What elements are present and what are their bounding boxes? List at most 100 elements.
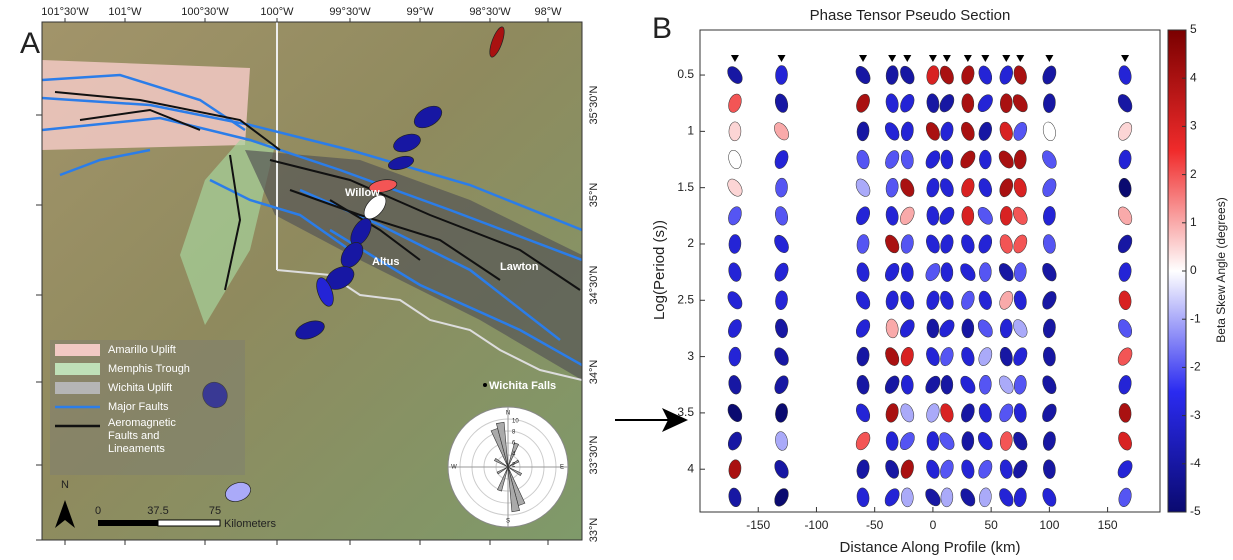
- colorbar-tick-label: 0: [1190, 263, 1197, 277]
- phase-tensor-ellipse: [774, 375, 789, 394]
- phase-tensor-ellipse: [940, 262, 954, 282]
- station-marker: [859, 55, 868, 62]
- phase-tensor-ellipse: [728, 346, 742, 367]
- phase-tensor-ellipse: [999, 318, 1013, 339]
- phase-tensor-ellipse: [940, 459, 954, 479]
- phase-tensor-ellipse: [1117, 460, 1133, 479]
- phase-tensor-ellipse: [961, 290, 975, 310]
- phase-tensor-ellipse: [999, 459, 1013, 479]
- x-tick-label: 50: [984, 518, 998, 532]
- phase-tensor-ellipse: [1042, 488, 1057, 507]
- phase-tensor-ellipse: [961, 121, 975, 141]
- phase-tensor-ellipse: [926, 403, 940, 423]
- phase-tensor-ellipse: [884, 122, 900, 141]
- phase-tensor-ellipse: [961, 403, 975, 423]
- phase-tensor-ellipse: [977, 94, 993, 113]
- colorbar-tick-label: -5: [1190, 504, 1201, 518]
- panel-label: B: [652, 12, 672, 45]
- rose-direction: S: [506, 519, 510, 525]
- place-label: Wichita Falls: [489, 380, 556, 392]
- rose-petal: [493, 457, 509, 468]
- phase-tensor-ellipse: [728, 375, 742, 395]
- phase-tensor-ellipse: [774, 234, 789, 253]
- phase-tensor-ellipse: [856, 403, 871, 423]
- rose-diagram: N E S W 10 8 6 4 2: [447, 406, 569, 528]
- phase-tensor-ellipse: [926, 347, 940, 366]
- phase-tensor-ellipse: [999, 121, 1013, 141]
- phase-tensor-ellipse: [885, 262, 900, 282]
- x-tick-label: -100: [804, 518, 828, 532]
- phase-tensor-ellipse: [1042, 234, 1056, 254]
- phase-tensor-ellipse: [855, 291, 871, 310]
- rose-ring-label: 8: [512, 430, 516, 436]
- phase-tensor-ellipse: [775, 403, 788, 423]
- phase-tensor-ellipse: [939, 432, 955, 450]
- phase-tensor-ellipse: [999, 431, 1013, 451]
- phase-tensor-ellipse: [1117, 234, 1133, 254]
- rose-direction: W: [451, 465, 457, 471]
- phase-tensor-ellipse: [1013, 431, 1028, 451]
- x-tick-label: 0: [930, 518, 937, 532]
- phase-tensor-ellipse: [774, 347, 789, 366]
- phase-tensor-ellipse: [961, 65, 975, 85]
- phase-tensor-ellipse: [728, 206, 742, 226]
- phase-tensor-ellipse: [940, 290, 954, 310]
- phase-tensor-ellipse: [774, 262, 789, 282]
- phase-tensor-ellipse: [1042, 431, 1056, 451]
- phase-tensor-ellipse: [885, 234, 900, 254]
- phase-tensor-ellipse: [1118, 290, 1132, 310]
- phase-tensor-ellipse: [960, 375, 976, 394]
- phase-tensor-ellipse: [999, 178, 1014, 198]
- phase-tensor-ellipse: [978, 234, 993, 254]
- phase-tensor-ellipse: [960, 263, 976, 281]
- phase-tensor-ellipse: [775, 177, 788, 198]
- phase-tensor-ellipse: [900, 178, 915, 197]
- chart-title: Phase Tensor Pseudo Section: [810, 7, 1011, 24]
- map-ellipse: [202, 381, 228, 409]
- phase-tensor-ellipse: [885, 93, 899, 113]
- phase-tensor-ellipse: [1013, 149, 1027, 170]
- lon-label: 101°30'W: [41, 6, 89, 18]
- phase-tensor-ellipse: [900, 459, 914, 479]
- station-marker: [1045, 55, 1054, 62]
- phase-tensor-ellipse: [901, 375, 914, 395]
- phase-tensor-ellipse: [940, 403, 954, 423]
- phase-tensor-ellipse: [1013, 375, 1027, 395]
- phase-tensor-ellipse: [885, 403, 899, 423]
- phase-tensor-ellipse: [1000, 206, 1013, 226]
- x-tick-label: -50: [866, 518, 884, 532]
- phase-tensor-ellipse: [728, 234, 742, 254]
- phase-tensor-ellipse: [926, 290, 940, 310]
- phase-tensor-ellipse: [978, 178, 992, 198]
- phase-tensor-ellipse: [940, 149, 954, 170]
- phase-tensor-ellipse: [961, 431, 975, 451]
- legend-swatch: [55, 382, 100, 394]
- lat-label: 33°N: [588, 518, 600, 543]
- phase-tensor-ellipse: [900, 149, 914, 170]
- phase-tensor-ellipse: [885, 206, 899, 226]
- phase-tensor-ellipse: [1013, 65, 1027, 85]
- station-marker: [963, 55, 972, 62]
- phase-tensor-ellipse: [1042, 375, 1057, 394]
- phase-tensor-ellipse: [1042, 150, 1057, 169]
- phase-tensor-ellipse: [925, 263, 941, 282]
- phase-tensor-ellipse: [926, 93, 940, 113]
- phase-tensor-ellipse: [1118, 403, 1132, 423]
- station-marker: [1002, 55, 1011, 62]
- phase-tensor-ellipse: [999, 488, 1014, 507]
- phase-tensor-ellipse: [1043, 459, 1056, 479]
- phase-tensor-ellipse: [775, 431, 788, 451]
- phase-tensor-ellipse: [727, 291, 743, 310]
- phase-tensor-ellipse: [728, 93, 742, 113]
- map: Willow Altus Lawton Wichita Falls Amaril…: [42, 22, 582, 540]
- arrow-head: [662, 408, 688, 432]
- phase-tensor-ellipse: [939, 94, 955, 113]
- major-faults: [42, 73, 582, 367]
- phase-tensor-ellipse: [961, 93, 975, 113]
- lon-label: 101°W: [108, 6, 142, 18]
- phase-tensor-ellipse: [884, 488, 900, 507]
- legend-label: Memphis Trough: [108, 363, 190, 375]
- phase-tensor-ellipse: [1043, 346, 1056, 367]
- phase-tensor-ellipse: [978, 290, 992, 310]
